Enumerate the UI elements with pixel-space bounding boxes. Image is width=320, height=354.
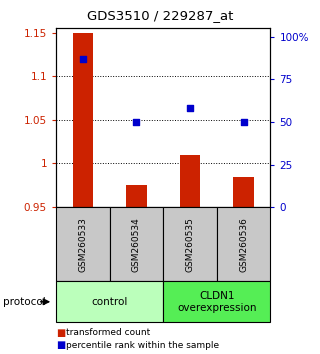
Bar: [233, 177, 254, 207]
Point: [134, 119, 139, 125]
Text: transformed count: transformed count: [66, 328, 150, 337]
Text: GSM260536: GSM260536: [239, 217, 248, 272]
Text: ■: ■: [56, 340, 65, 350]
Text: GSM260533: GSM260533: [78, 217, 87, 272]
Text: GSM260534: GSM260534: [132, 217, 141, 272]
Point: [241, 119, 246, 125]
Text: percentile rank within the sample: percentile rank within the sample: [66, 341, 219, 350]
Point: [80, 56, 85, 62]
Text: ■: ■: [56, 328, 65, 338]
Bar: [180, 155, 200, 207]
Point: [188, 105, 193, 111]
Text: GSM260535: GSM260535: [186, 217, 195, 272]
Text: control: control: [92, 297, 128, 307]
Bar: [126, 185, 147, 207]
Text: GDS3510 / 229287_at: GDS3510 / 229287_at: [87, 9, 233, 22]
Bar: [73, 33, 93, 207]
Text: CLDN1
overexpression: CLDN1 overexpression: [177, 291, 257, 313]
Text: protocol: protocol: [3, 297, 46, 307]
